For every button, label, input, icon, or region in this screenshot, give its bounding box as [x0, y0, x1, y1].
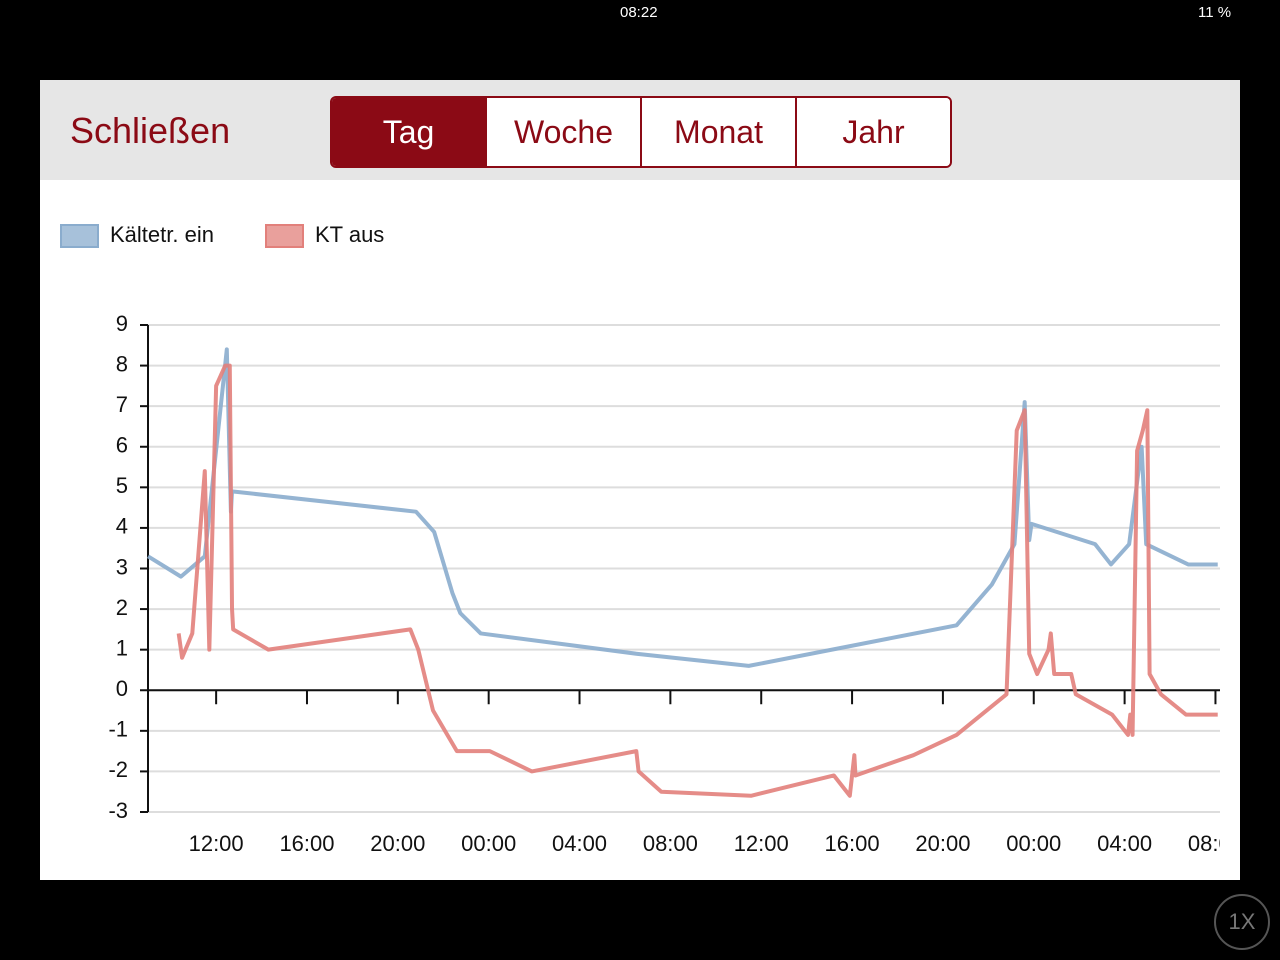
y-tick-label: -1 — [108, 717, 128, 742]
y-tick-label: 6 — [116, 433, 128, 458]
status-battery: 11 % — [1198, 4, 1232, 21]
x-tick-label: 20:00 — [915, 831, 970, 856]
legend-label: KT aus — [315, 222, 384, 247]
y-tick-label: 0 — [116, 676, 128, 701]
x-tick-label: 00:00 — [461, 831, 516, 856]
x-tick-label: 20:00 — [370, 831, 425, 856]
y-tick-label: 9 — [116, 311, 128, 336]
x-tick-label: 04:00 — [1097, 831, 1152, 856]
x-tick-label: 16:00 — [825, 831, 880, 856]
y-tick-label: -3 — [108, 798, 128, 823]
x-tick-label: 00:00 — [1006, 831, 1061, 856]
x-tick-label: 08:00 — [1188, 831, 1240, 856]
y-tick-label: 7 — [116, 392, 128, 417]
zoom-button[interactable]: 1X — [1214, 894, 1270, 950]
y-tick-label: 3 — [116, 554, 128, 579]
header: Schließen Tag Woche Monat Jahr — [40, 80, 1240, 180]
range-tab[interactable]: Woche — [485, 98, 640, 166]
x-tick-label: 08:00 — [643, 831, 698, 856]
y-tick-label: 8 — [116, 351, 128, 376]
legend-swatch — [60, 224, 99, 248]
range-tab[interactable]: Jahr — [795, 98, 950, 166]
x-tick-label: 16:00 — [279, 831, 334, 856]
y-tick-label: 4 — [116, 514, 128, 539]
series-line — [176, 363, 1218, 798]
x-tick-label: 12:00 — [734, 831, 789, 856]
legend-label: Kältetr. ein — [110, 222, 214, 247]
range-tab[interactable]: Tag — [332, 98, 485, 166]
x-tick-label: 12:00 — [189, 831, 244, 856]
y-tick-label: 2 — [116, 595, 128, 620]
chart: -3 -2 -1 0 1 2 3 4 5 6 7 8 9 12:00 16:00 20:00 00:00 04:0… — [60, 222, 1240, 856]
range-tabs: Tag Woche Monat Jahr — [330, 96, 952, 168]
status-time: 08:22 — [620, 4, 658, 21]
close-button[interactable]: Schließen — [70, 110, 231, 151]
y-tick-label: 1 — [116, 635, 128, 660]
y-tick-label: 5 — [116, 473, 128, 498]
legend-swatch — [265, 224, 304, 248]
series-line — [146, 347, 1218, 668]
x-ticks: 12:00 16:00 20:00 00:00 04:00 08:00 12:00 16:00… — [189, 690, 1240, 856]
y-tick-label: -2 — [108, 757, 128, 782]
panel: Schließen Tag Woche Monat Jahr — [40, 80, 1240, 880]
x-tick-label: 04:00 — [552, 831, 607, 856]
range-tab[interactable]: Monat — [640, 98, 795, 166]
